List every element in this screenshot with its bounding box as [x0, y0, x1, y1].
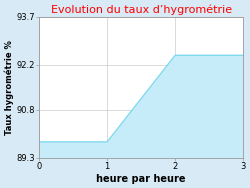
Title: Evolution du taux d’hygrométrie: Evolution du taux d’hygrométrie	[51, 4, 232, 15]
Y-axis label: Taux hygrométrie %: Taux hygrométrie %	[4, 40, 14, 135]
X-axis label: heure par heure: heure par heure	[96, 174, 186, 184]
